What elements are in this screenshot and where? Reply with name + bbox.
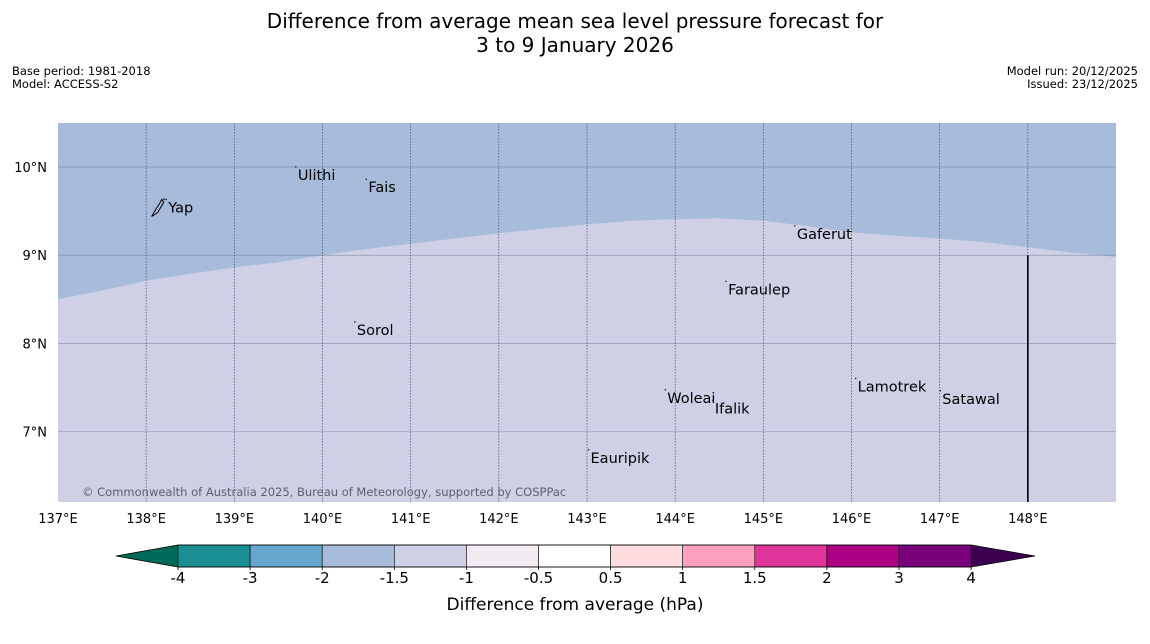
colorbar-title: Difference from average (hPa) bbox=[447, 595, 704, 615]
colorbar-segment bbox=[898, 544, 972, 568]
colorbar-tick-label: -3 bbox=[243, 569, 258, 587]
place-label: Yap bbox=[167, 200, 193, 216]
base-period-text: Base period: 1981-2018 bbox=[12, 64, 151, 78]
issued-text: Issued: 23/12/2025 bbox=[1027, 77, 1138, 91]
lon-tick-label: 138°E bbox=[126, 512, 166, 527]
place-marker bbox=[295, 166, 297, 168]
place-marker bbox=[165, 198, 167, 201]
lon-tick-label: 148°E bbox=[1008, 512, 1048, 527]
place-label: Sorol bbox=[357, 323, 394, 339]
lat-tick-label: 10°N bbox=[14, 161, 47, 176]
place-label: Gaferut bbox=[797, 227, 852, 243]
colorbar-under-arrow bbox=[116, 545, 178, 567]
lon-tick-label: 142°E bbox=[479, 512, 519, 527]
lon-tick-label: 143°E bbox=[567, 512, 607, 527]
colorbar-tick-label: 2 bbox=[822, 569, 832, 587]
place-marker bbox=[664, 389, 666, 391]
colorbar-over-arrow bbox=[971, 545, 1035, 567]
lon-tick-label: 147°E bbox=[920, 512, 960, 527]
place-marker bbox=[939, 390, 942, 392]
lat-tick-label: 8°N bbox=[23, 337, 48, 352]
colorbar-tick-label: -0.5 bbox=[524, 569, 553, 587]
lon-tick-label: 144°E bbox=[655, 512, 695, 527]
lon-tick-label: 137°E bbox=[38, 512, 78, 527]
map-area: Yap Ulithi Fais Gaferut Faraulep Sorol Lamotre… bbox=[14, 123, 1116, 527]
lat-tick-label: 7°N bbox=[23, 425, 48, 440]
colorbar-tick-label: -2 bbox=[315, 569, 330, 587]
yap-island-shape bbox=[151, 198, 165, 217]
colorbar-segment bbox=[177, 544, 251, 568]
place-label: Ifalik bbox=[715, 401, 750, 417]
meta-left: Base period: 1981-2018 Model: ACCESS-S2 bbox=[12, 65, 151, 91]
colorbar-tick-label: -1.5 bbox=[380, 569, 409, 587]
lon-tick-label: 146°E bbox=[832, 512, 872, 527]
lon-tick-label: 141°E bbox=[391, 512, 431, 527]
colorbar-tick-label: -4 bbox=[171, 569, 186, 587]
colorbar-tick-label: 1.5 bbox=[743, 569, 767, 587]
colorbar-tick-label: -1 bbox=[459, 569, 474, 587]
map-title: Difference from average mean sea level p… bbox=[0, 9, 1150, 57]
place-marker bbox=[794, 225, 796, 227]
place-label: Lamotrek bbox=[858, 379, 927, 395]
colorbar-segment bbox=[754, 544, 828, 568]
place-marker bbox=[587, 449, 590, 451]
colorbar-tick-label: 4 bbox=[966, 569, 976, 587]
place-label: Ulithi bbox=[298, 168, 336, 184]
model-run-text: Model run: 20/12/2025 bbox=[1006, 64, 1138, 78]
colorbar: -4 -3 -2 -1.5 -1 -0.5 0.5 1 1.5 2 3 4 Difference fro… bbox=[115, 544, 1036, 615]
place-marker bbox=[854, 377, 857, 380]
colorbar-tick-label: 0.5 bbox=[599, 569, 623, 587]
colorbar-segment bbox=[610, 544, 683, 568]
colorbar-segment bbox=[826, 544, 900, 568]
colorbar-segment bbox=[321, 544, 395, 568]
place-marker bbox=[354, 321, 356, 323]
place-label: Faraulep bbox=[728, 282, 790, 298]
colorbar-segment bbox=[393, 544, 467, 568]
place-label: Woleai bbox=[667, 391, 715, 407]
lon-tick-label: 145°E bbox=[744, 512, 784, 527]
colorbar-tick-label: 3 bbox=[894, 569, 904, 587]
title-line-2: 3 to 9 January 2026 bbox=[476, 33, 674, 57]
colorbar-segment bbox=[538, 544, 611, 568]
place-label: Fais bbox=[368, 180, 395, 196]
place-label: Satawal bbox=[942, 392, 999, 408]
colorbar-segment bbox=[249, 544, 323, 568]
place-marker bbox=[712, 399, 714, 402]
lon-tick-label: 140°E bbox=[303, 512, 343, 527]
model-text: Model: ACCESS-S2 bbox=[12, 77, 119, 91]
colorbar-segment bbox=[682, 544, 756, 568]
place-marker bbox=[725, 280, 727, 283]
place-marker bbox=[365, 178, 368, 180]
lat-tick-label: 9°N bbox=[23, 249, 48, 264]
colorbar-segment bbox=[466, 544, 539, 568]
place-label: Eauripik bbox=[591, 451, 650, 467]
colorbar-tick-label: 1 bbox=[678, 569, 688, 587]
copyright-text: © Commonwealth of Australia 2025, Bureau… bbox=[82, 485, 566, 499]
meta-right: Model run: 20/12/2025 Issued: 23/12/2025 bbox=[1007, 65, 1138, 91]
title-line-1: Difference from average mean sea level p… bbox=[266, 9, 884, 33]
lon-tick-label: 139°E bbox=[215, 512, 255, 527]
